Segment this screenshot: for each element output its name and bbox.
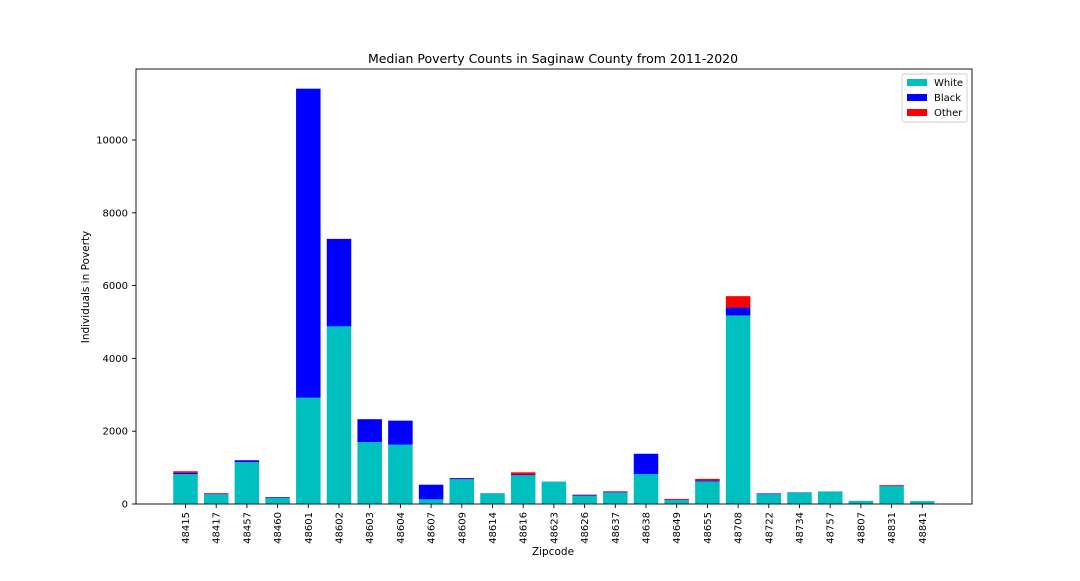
bar-black-48638 xyxy=(634,454,659,474)
y-tick-label: 0 xyxy=(122,500,128,511)
bar-white-48722 xyxy=(757,494,782,504)
bar-other-48655 xyxy=(695,479,720,480)
bar-white-48415 xyxy=(173,474,198,504)
bar-other-48417 xyxy=(204,493,229,494)
x-tick-label: 48607 xyxy=(427,512,438,544)
x-tick-label: 48415 xyxy=(181,512,192,544)
bar-other-48415 xyxy=(173,471,198,472)
bar-other-48637 xyxy=(603,491,628,492)
bar-black-48722 xyxy=(757,493,782,494)
chart-title: Median Poverty Counts in Saginaw County … xyxy=(368,51,738,66)
bar-white-48602 xyxy=(327,326,352,504)
x-tick-label: 48757 xyxy=(826,512,837,544)
bar-black-48616 xyxy=(511,475,536,476)
bar-other-48708 xyxy=(726,296,751,307)
x-tick-label: 48637 xyxy=(611,512,622,544)
bar-other-48649 xyxy=(664,499,689,500)
x-tick-label: 48604 xyxy=(396,512,407,544)
bar-white-48614 xyxy=(480,493,505,504)
legend-label-other: Other xyxy=(934,108,963,119)
bar-white-48655 xyxy=(695,481,720,504)
y-tick-label: 10000 xyxy=(96,135,128,146)
x-tick-label: 48457 xyxy=(242,512,253,544)
x-tick-label: 48616 xyxy=(519,512,530,544)
x-tick-label: 48734 xyxy=(795,512,806,544)
bar-white-48460 xyxy=(265,498,290,504)
x-tick-label: 48460 xyxy=(273,512,284,544)
bar-black-48603 xyxy=(357,419,382,442)
bar-other-48616 xyxy=(511,472,536,474)
legend-swatch-black xyxy=(907,94,927,101)
x-tick-label: 48655 xyxy=(703,512,714,544)
bar-white-48626 xyxy=(572,496,597,504)
bar-white-48607 xyxy=(419,499,444,504)
x-tick-label: 48638 xyxy=(642,512,653,544)
bar-white-48734 xyxy=(787,493,812,504)
bar-black-48457 xyxy=(235,460,260,462)
y-axis-label: Individuals in Poverty xyxy=(80,231,92,344)
x-tick-label: 48708 xyxy=(734,512,745,544)
x-tick-label: 48417 xyxy=(212,512,223,544)
bar-black-48604 xyxy=(388,421,413,445)
bar-white-48649 xyxy=(664,500,689,504)
bar-white-48457 xyxy=(235,462,260,504)
x-tick-label: 48603 xyxy=(365,512,376,544)
x-tick-label: 48841 xyxy=(918,512,929,544)
y-tick-label: 2000 xyxy=(103,427,128,438)
x-tick-label: 48722 xyxy=(764,512,775,544)
bar-white-48616 xyxy=(511,475,536,504)
legend-swatch-white xyxy=(907,79,927,86)
bar-black-48626 xyxy=(572,495,597,496)
bar-black-48708 xyxy=(726,307,751,315)
x-axis-label: Zipcode xyxy=(532,546,574,558)
x-tick-label: 48623 xyxy=(549,512,560,544)
bar-white-48603 xyxy=(357,442,382,504)
legend-swatch-other xyxy=(907,109,927,116)
bar-black-48415 xyxy=(173,473,198,474)
y-tick-label: 4000 xyxy=(103,354,128,365)
bar-white-48601 xyxy=(296,398,321,504)
bar-black-48602 xyxy=(327,239,352,326)
y-tick-label: 6000 xyxy=(103,281,128,292)
legend-label-black: Black xyxy=(934,93,961,104)
legend-label-white: White xyxy=(934,78,963,89)
x-tick-label: 48626 xyxy=(580,512,591,544)
legend: White Black Other xyxy=(902,74,967,122)
bar-other-48831 xyxy=(879,485,904,486)
bar-white-48609 xyxy=(450,479,475,504)
x-tick-label: 48831 xyxy=(887,512,898,544)
x-tick-label: 48601 xyxy=(304,512,315,544)
bar-white-48708 xyxy=(726,315,751,504)
bar-white-48604 xyxy=(388,445,413,504)
x-tick-label: 48609 xyxy=(457,512,468,544)
bar-white-48831 xyxy=(879,486,904,504)
bar-white-48637 xyxy=(603,492,628,504)
bar-black-48460 xyxy=(265,497,290,498)
x-tick-label: 48649 xyxy=(672,512,683,544)
bar-black-48607 xyxy=(419,485,444,500)
bar-white-48757 xyxy=(818,492,843,504)
bar-white-48417 xyxy=(204,494,229,504)
bar-black-48655 xyxy=(695,480,720,481)
x-tick-label: 48602 xyxy=(335,512,346,544)
x-tick-label: 48614 xyxy=(488,512,499,544)
bar-black-48609 xyxy=(450,478,475,479)
y-tick-label: 8000 xyxy=(103,208,128,219)
bar-black-48601 xyxy=(296,89,321,398)
x-tick-label: 48807 xyxy=(856,512,867,544)
bar-white-48623 xyxy=(542,482,567,504)
bar-white-48638 xyxy=(634,474,659,504)
